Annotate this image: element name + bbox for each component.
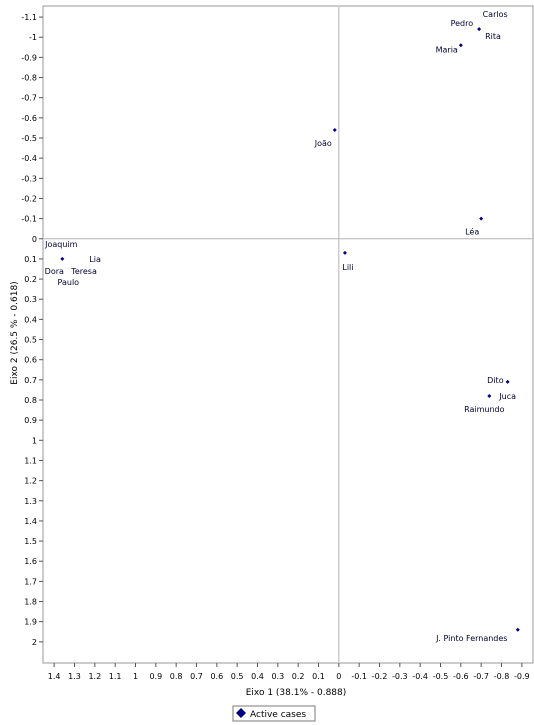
- y-tick-label: 1.2: [24, 477, 37, 486]
- x-tick-label: 1.1: [109, 672, 122, 681]
- x-tick-label: -0.2: [372, 672, 388, 681]
- y-tick-label: 1.5: [24, 537, 37, 546]
- point-label: Dora: [45, 267, 64, 276]
- y-tick-label: 2: [32, 638, 37, 647]
- y-tick-label: 0: [32, 235, 37, 244]
- y-tick-label: 0.8: [24, 396, 37, 405]
- legend: Active cases: [232, 705, 316, 722]
- y-tick-label: -1.1: [21, 13, 37, 22]
- x-tick-label: 1: [133, 672, 138, 681]
- y-tick-label: 0.6: [24, 356, 37, 365]
- y-tick-label: 1: [32, 436, 37, 445]
- data-point: [332, 127, 337, 132]
- point-label: Raimundo: [464, 405, 505, 414]
- y-tick-label: -0.8: [21, 74, 37, 83]
- point-label: Lia: [89, 255, 101, 264]
- point-label: Lili: [342, 263, 353, 272]
- y-tick-label: 0.3: [24, 295, 37, 304]
- y-tick-label: 1.1: [24, 456, 37, 465]
- point-label: Dito: [487, 376, 504, 385]
- x-tick-label: -0.4: [412, 672, 428, 681]
- y-tick-label: -0.2: [21, 194, 37, 203]
- y-axis-title: Eixo 2 (26.5 % - 0.618): [10, 281, 20, 384]
- point-label: Léa: [465, 227, 479, 237]
- x-tick-label: 0: [336, 672, 341, 681]
- data-point: [60, 256, 65, 261]
- point-label: Joaquim: [44, 240, 78, 249]
- x-tick-label: -0.6: [453, 672, 469, 681]
- point-label: Rita: [485, 32, 501, 41]
- legend-diamond-icon: [236, 708, 246, 718]
- x-tick-label: 1.4: [48, 672, 61, 681]
- x-tick-label: 0.3: [271, 672, 284, 681]
- point-label: J. Pinto Fernandes: [435, 634, 507, 643]
- data-point: [477, 27, 482, 32]
- x-tick-label: 0.9: [149, 672, 162, 681]
- y-tick-label: 1.9: [24, 618, 37, 627]
- y-tick-label: 0.4: [24, 315, 37, 324]
- data-point: [515, 627, 520, 632]
- x-tick-label: -0.1: [351, 672, 367, 681]
- y-tick-label: 1.7: [24, 577, 37, 586]
- x-tick-label: -0.7: [473, 672, 489, 681]
- data-points: [60, 27, 520, 632]
- y-tick-label: -0.3: [21, 174, 37, 183]
- x-tick-label: 0.7: [190, 672, 203, 681]
- x-tick-label: 0.2: [292, 672, 305, 681]
- x-tick-label: 0.4: [251, 672, 264, 681]
- y-tick-label: 1.8: [24, 598, 37, 607]
- y-tick-label: 0.2: [24, 275, 37, 284]
- point-label: João: [314, 139, 332, 148]
- x-tick-label: -0.5: [433, 672, 449, 681]
- point-label: Pedro: [451, 19, 474, 28]
- y-tick-label: 0.1: [24, 255, 37, 264]
- x-axis-title: Eixo 1 (38.1% - 0.888): [246, 688, 347, 698]
- y-tick-label: 1.3: [24, 497, 37, 506]
- y-tick-label: -0.1: [21, 215, 37, 224]
- x-tick-label: 0.8: [170, 672, 183, 681]
- x-axis-ticks: 1.4 1.3 1.2 1.1 1 0.9 0.8 0.7 0.6 0.5 0.4 0.3 0.2 0.1…: [48, 663, 530, 681]
- x-tick-label: -0.8: [494, 672, 510, 681]
- y-tick-label: -0.7: [21, 94, 37, 103]
- y-axis-ticks: -1.1 -1 -0.9 -0.8 -0.7 -0.6 -0.5 -0.4 -0.3 -0.2 -0…: [21, 13, 43, 647]
- y-tick-label: -0.6: [21, 114, 37, 123]
- point-label: Teresa: [70, 267, 97, 276]
- point-label: Paulo: [58, 278, 80, 287]
- plot-area: [42, 5, 534, 664]
- data-point: [458, 43, 463, 48]
- y-tick-label: 0.7: [24, 376, 37, 385]
- point-label: Maria: [436, 45, 458, 54]
- y-tick-label: -0.4: [21, 154, 37, 163]
- x-tick-label: 1.3: [68, 672, 81, 681]
- x-tick-label: 0.5: [231, 672, 244, 681]
- x-tick-label: -0.3: [392, 672, 408, 681]
- x-tick-label: -0.9: [514, 672, 530, 681]
- y-tick-label: 0.5: [24, 336, 37, 345]
- point-labels: Carlos Pedro Rita Maria João Léa Lili Joaquim Li…: [44, 10, 516, 643]
- x-tick-label: 0.6: [210, 672, 223, 681]
- x-tick-label: 0.1: [312, 672, 325, 681]
- data-point: [342, 250, 347, 255]
- y-tick-label: 1.4: [24, 517, 37, 526]
- y-tick-label: -0.9: [21, 53, 37, 62]
- x-tick-label: 1.2: [88, 672, 101, 681]
- point-label: Carlos: [483, 10, 508, 19]
- y-tick-label: 0.9: [24, 416, 37, 425]
- data-point: [487, 393, 492, 398]
- data-point: [479, 216, 484, 221]
- data-point: [505, 379, 510, 384]
- y-tick-label: -1: [29, 33, 37, 42]
- legend-label: Active cases: [250, 710, 306, 720]
- y-tick-label: 1.6: [24, 557, 37, 566]
- legend-box: [232, 705, 316, 722]
- point-label: Juca: [498, 392, 516, 401]
- y-tick-label: -0.5: [21, 134, 37, 143]
